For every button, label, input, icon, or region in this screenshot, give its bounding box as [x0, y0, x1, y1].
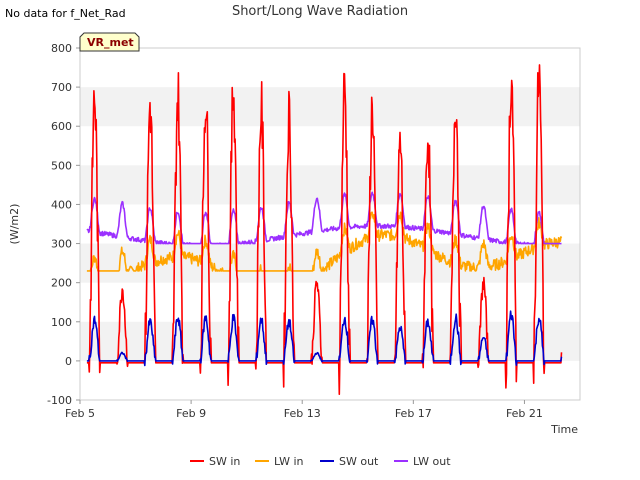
series-line-sw-in — [86, 64, 563, 395]
legend-item: LW in — [255, 455, 304, 468]
legend-item: LW out — [394, 455, 451, 468]
grid-band — [80, 87, 580, 127]
x-tick-label: Feb 21 — [506, 407, 543, 420]
chart-title: Short/Long Wave Radiation — [231, 4, 409, 19]
legend-label: LW out — [413, 455, 451, 468]
x-tick-label: Feb 9 — [176, 407, 206, 420]
x-axis-label: Time — [550, 423, 578, 436]
grid-bands — [80, 87, 580, 361]
series-line-lw-in — [86, 211, 563, 272]
no-data-note: No data for f_Net_Rad — [5, 7, 126, 20]
legend-label: LW in — [274, 455, 304, 468]
y-tick-label: 0 — [65, 355, 72, 368]
x-axis-ticks: Feb 5 Feb 9 Feb 13 Feb 17 Feb 21 — [65, 400, 543, 420]
y-axis-label: (W/m2) — [8, 204, 21, 245]
legend-label: SW in — [209, 455, 240, 468]
legend-label: SW out — [339, 455, 379, 468]
y-axis-ticks: -100 0 100 200 300 400 500 600 700 800 — [47, 42, 80, 407]
badge-label: VR_met — [87, 36, 134, 49]
y-tick-label: 500 — [51, 159, 72, 172]
x-tick-label: Feb 5 — [65, 407, 95, 420]
grid-band — [80, 165, 580, 205]
grid-band — [80, 321, 580, 361]
y-tick-label: 200 — [51, 277, 72, 290]
vr-met-badge: VR_met — [79, 32, 140, 52]
plot-area-frame — [79, 47, 581, 401]
legend-item: SW in — [190, 455, 240, 468]
series-line-lw-out — [86, 191, 562, 245]
y-tick-label: 700 — [51, 81, 72, 94]
legend-item: SW out — [320, 455, 379, 468]
y-tick-label: 400 — [51, 198, 72, 211]
y-tick-label: 600 — [51, 120, 72, 133]
y-tick-label: -100 — [47, 394, 72, 407]
y-tick-label: 800 — [51, 42, 72, 55]
x-tick-label: Feb 17 — [395, 407, 432, 420]
series-line-sw-out — [86, 310, 563, 367]
y-tick-label: 300 — [51, 238, 72, 251]
series-lines — [86, 64, 563, 395]
x-tick-label: Feb 13 — [284, 407, 321, 420]
y-tick-label: 100 — [51, 316, 72, 329]
legend: SW in LW in SW out LW out — [190, 455, 451, 468]
